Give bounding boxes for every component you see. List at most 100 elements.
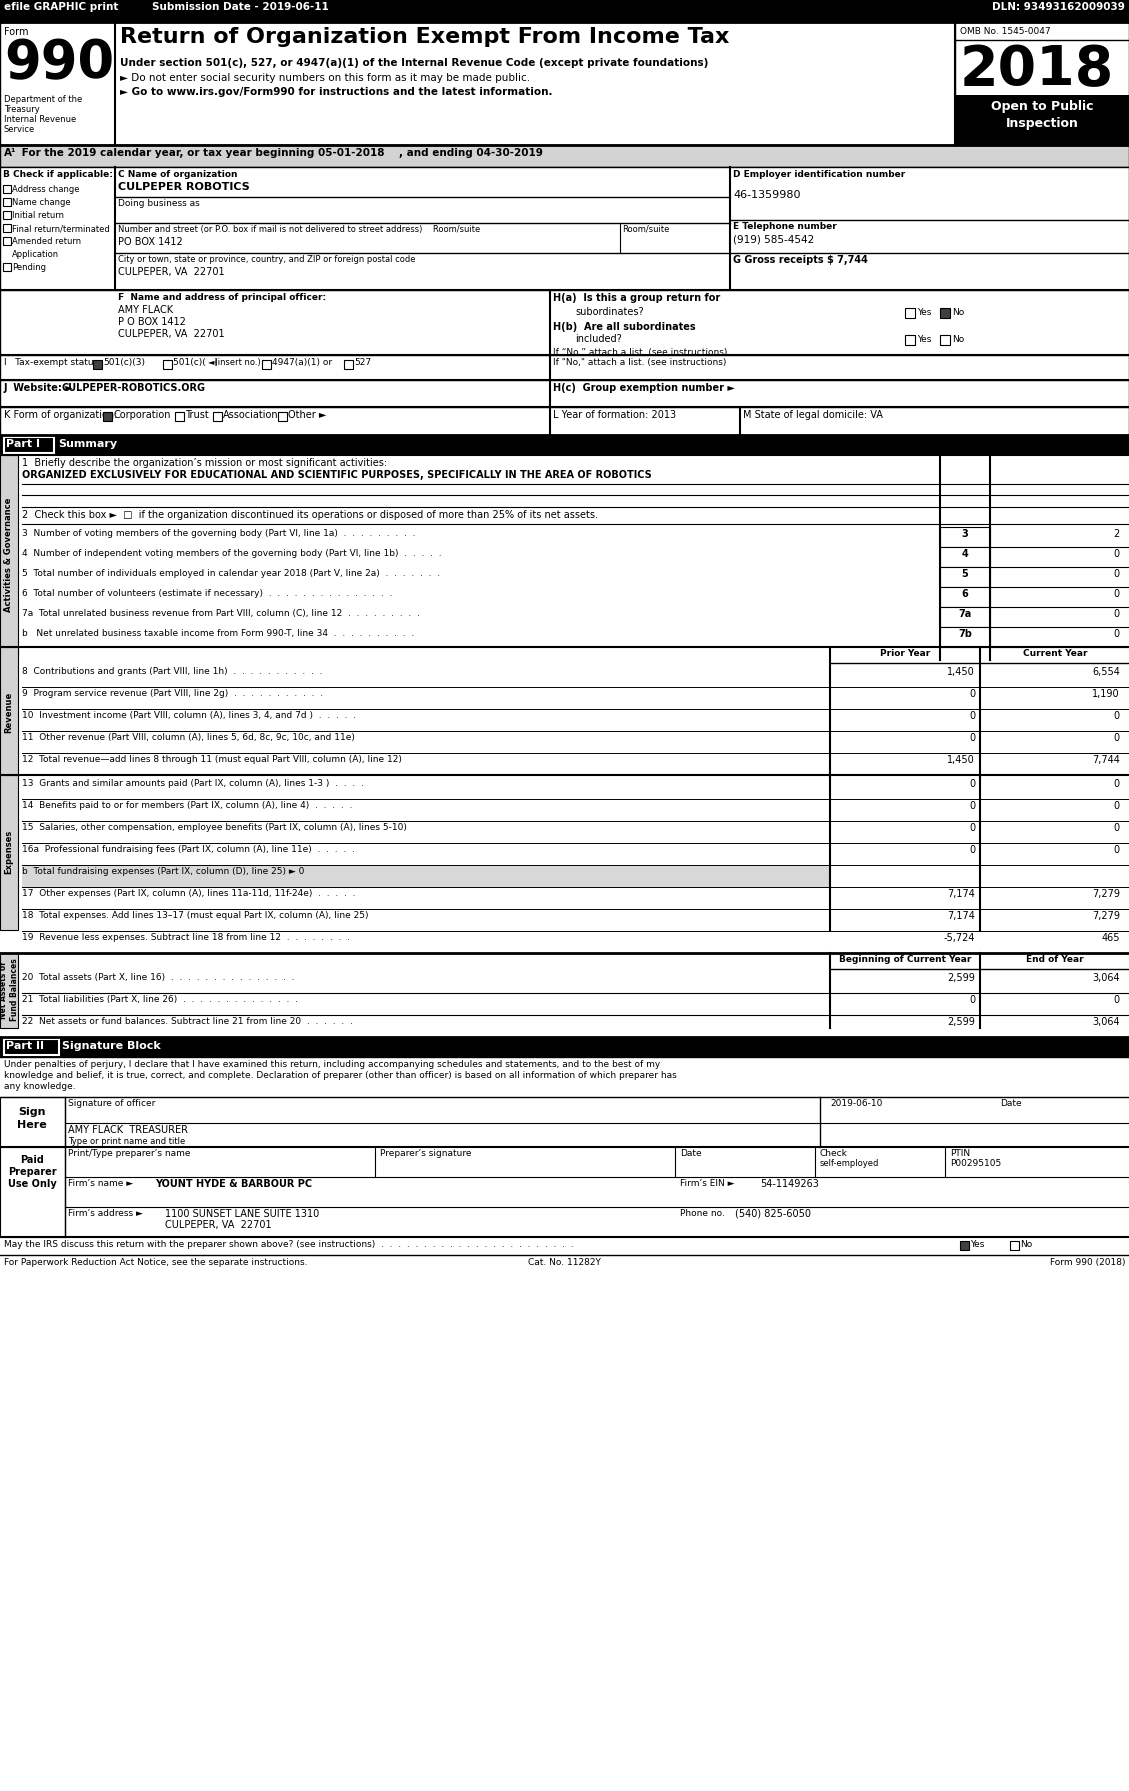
Bar: [960, 1241, 969, 1250]
Bar: [940, 607, 990, 627]
Text: For Paperwork Reduction Act Notice, see the separate instructions.: For Paperwork Reduction Act Notice, see …: [5, 1257, 307, 1266]
Text: Department of the: Department of the: [5, 95, 82, 104]
Text: Inspection: Inspection: [1006, 116, 1078, 131]
Bar: [940, 527, 990, 546]
Text: Amended return: Amended return: [12, 236, 81, 245]
Text: 1,450: 1,450: [947, 666, 975, 677]
Text: 0: 0: [1114, 609, 1120, 620]
Text: 0: 0: [969, 779, 975, 790]
Text: Part II: Part II: [6, 1041, 44, 1051]
Text: Form: Form: [5, 27, 28, 38]
Bar: [905, 335, 914, 346]
Text: Return of Organization Exempt From Income Tax: Return of Organization Exempt From Incom…: [120, 27, 729, 47]
Text: 0: 0: [969, 711, 975, 722]
Text: 6: 6: [962, 589, 969, 598]
Text: Initial return: Initial return: [12, 211, 64, 220]
Bar: [0, 145, 1129, 167]
Text: 3,064: 3,064: [1093, 1017, 1120, 1026]
Text: 0: 0: [1114, 996, 1120, 1005]
Text: ► Do not enter social security numbers on this form as it may be made public.: ► Do not enter social security numbers o…: [120, 73, 531, 82]
Text: 0: 0: [969, 690, 975, 698]
Text: Type or print name and title: Type or print name and title: [68, 1137, 185, 1146]
Text: included?: included?: [575, 333, 622, 344]
Text: 0: 0: [1114, 570, 1120, 578]
Text: ORGANIZED EXCLUSIVELY FOR EDUCATIONAL AND SCIENTIFIC PURPOSES, SPECIFICALLY IN T: ORGANIZED EXCLUSIVELY FOR EDUCATIONAL AN…: [21, 469, 651, 480]
Bar: [3, 184, 11, 193]
Bar: [0, 355, 1129, 380]
Text: Open to Public: Open to Public: [991, 100, 1093, 113]
Text: 11  Other revenue (Part VIII, column (A), lines 5, 6d, 8c, 9c, 10c, and 11e): 11 Other revenue (Part VIII, column (A),…: [21, 733, 355, 741]
Text: 7b: 7b: [959, 629, 972, 639]
Text: Yes: Yes: [917, 335, 931, 344]
Text: Form 990 (2018): Form 990 (2018): [1050, 1257, 1124, 1266]
Text: 13  Grants and similar amounts paid (Part IX, column (A), lines 1-3 )  .  .  .  : 13 Grants and similar amounts paid (Part…: [21, 779, 364, 788]
Text: Expenses: Expenses: [5, 829, 14, 874]
Text: Check: Check: [820, 1150, 848, 1159]
Bar: [940, 627, 990, 647]
Text: Preparer’s signature: Preparer’s signature: [380, 1150, 472, 1159]
Text: 4947(a)(1) or: 4947(a)(1) or: [272, 358, 332, 367]
Text: Room/suite: Room/suite: [622, 226, 669, 235]
Text: 18  Total expenses. Add lines 13–17 (must equal Part IX, column (A), line 25): 18 Total expenses. Add lines 13–17 (must…: [21, 912, 368, 921]
Bar: [0, 1146, 65, 1238]
Text: Under penalties of perjury, I declare that I have examined this return, includin: Under penalties of perjury, I declare th…: [5, 1060, 660, 1069]
Text: 0: 0: [1114, 629, 1120, 639]
Text: YOUNT HYDE & BARBOUR PC: YOUNT HYDE & BARBOUR PC: [155, 1178, 312, 1189]
Text: 6  Total number of volunteers (estimate if necessary)  .  .  .  .  .  .  .  .  .: 6 Total number of volunteers (estimate i…: [21, 589, 393, 598]
Text: End of Year: End of Year: [1026, 955, 1084, 964]
Bar: [93, 360, 102, 369]
Text: 54-1149263: 54-1149263: [760, 1178, 819, 1189]
Text: 3,064: 3,064: [1093, 973, 1120, 983]
Text: Doing business as: Doing business as: [119, 199, 200, 208]
Text: CULPEPER, VA  22701: CULPEPER, VA 22701: [119, 267, 225, 278]
Bar: [21, 865, 830, 887]
Text: May the IRS discuss this return with the preparer shown above? (see instructions: May the IRS discuss this return with the…: [5, 1239, 574, 1248]
Text: 2: 2: [1113, 528, 1120, 539]
Text: 527: 527: [355, 358, 371, 367]
Text: 4  Number of independent voting members of the governing body (Part VI, line 1b): 4 Number of independent voting members o…: [21, 550, 441, 559]
Text: 0: 0: [1114, 733, 1120, 743]
Text: 17  Other expenses (Part IX, column (A), lines 11a-11d, 11f-24e)  .  .  .  .  .: 17 Other expenses (Part IX, column (A), …: [21, 888, 356, 897]
Text: 0: 0: [1114, 711, 1120, 722]
Text: 3  Number of voting members of the governing body (Part VI, line 1a)  .  .  .  .: 3 Number of voting members of the govern…: [21, 528, 415, 537]
Text: Under section 501(c), 527, or 4947(a)(1) of the Internal Revenue Code (except pr: Under section 501(c), 527, or 4947(a)(1)…: [120, 57, 708, 68]
Text: Association: Association: [224, 410, 279, 421]
Text: Final return/terminated: Final return/terminated: [12, 224, 110, 233]
Text: Phone no.: Phone no.: [680, 1209, 725, 1218]
Text: Paid: Paid: [20, 1155, 44, 1164]
Text: (540) 825-6050: (540) 825-6050: [735, 1209, 811, 1220]
Bar: [3, 199, 11, 206]
Text: 7,279: 7,279: [1092, 912, 1120, 921]
Text: Corporation: Corporation: [113, 410, 170, 421]
Text: 12  Total revenue—add lines 8 through 11 (must equal Part VIII, column (A), line: 12 Total revenue—add lines 8 through 11 …: [21, 756, 402, 765]
Bar: [213, 412, 222, 421]
Text: H(c)  Group exemption number ►: H(c) Group exemption number ►: [553, 383, 735, 392]
Text: Application: Application: [12, 251, 59, 260]
Text: Firm’s address ►: Firm’s address ►: [68, 1209, 143, 1218]
Bar: [278, 412, 287, 421]
Bar: [103, 412, 112, 421]
Text: 501(c)(3): 501(c)(3): [103, 358, 145, 367]
Bar: [262, 360, 271, 369]
Bar: [163, 360, 172, 369]
Text: Service: Service: [5, 125, 35, 134]
Text: Cat. No. 11282Y: Cat. No. 11282Y: [527, 1257, 601, 1266]
Text: D Employer identification number: D Employer identification number: [733, 170, 905, 179]
Text: CULPEPER, VA  22701: CULPEPER, VA 22701: [165, 1220, 272, 1230]
Text: 1100 SUNSET LANE SUITE 1310: 1100 SUNSET LANE SUITE 1310: [165, 1209, 320, 1220]
Text: b  Total fundraising expenses (Part IX, column (D), line 25) ► 0: b Total fundraising expenses (Part IX, c…: [21, 867, 305, 876]
Text: 0: 0: [1114, 589, 1120, 598]
Text: (919) 585-4542: (919) 585-4542: [733, 235, 814, 244]
Bar: [0, 1037, 1129, 1057]
Text: knowledge and belief, it is true, correct, and complete. Declaration of preparer: knowledge and belief, it is true, correc…: [5, 1071, 676, 1080]
Text: 9  Program service revenue (Part VIII, line 2g)  .  .  .  .  .  .  .  .  .  .  .: 9 Program service revenue (Part VIII, li…: [21, 690, 323, 698]
Text: 2  Check this box ►  □  if the organization discontinued its operations or dispo: 2 Check this box ► □ if the organization…: [21, 510, 598, 519]
Bar: [905, 308, 914, 319]
Bar: [0, 21, 1129, 145]
Text: DLN: 93493162009039: DLN: 93493162009039: [992, 2, 1124, 13]
Text: Here: Here: [17, 1119, 47, 1130]
Text: F  Name and address of principal officer:: F Name and address of principal officer:: [119, 294, 326, 303]
Text: 16a  Professional fundraising fees (Part IX, column (A), line 11e)  .  .  .  .  : 16a Professional fundraising fees (Part …: [21, 845, 355, 854]
Bar: [0, 435, 1129, 455]
Text: E Telephone number: E Telephone number: [733, 222, 837, 231]
